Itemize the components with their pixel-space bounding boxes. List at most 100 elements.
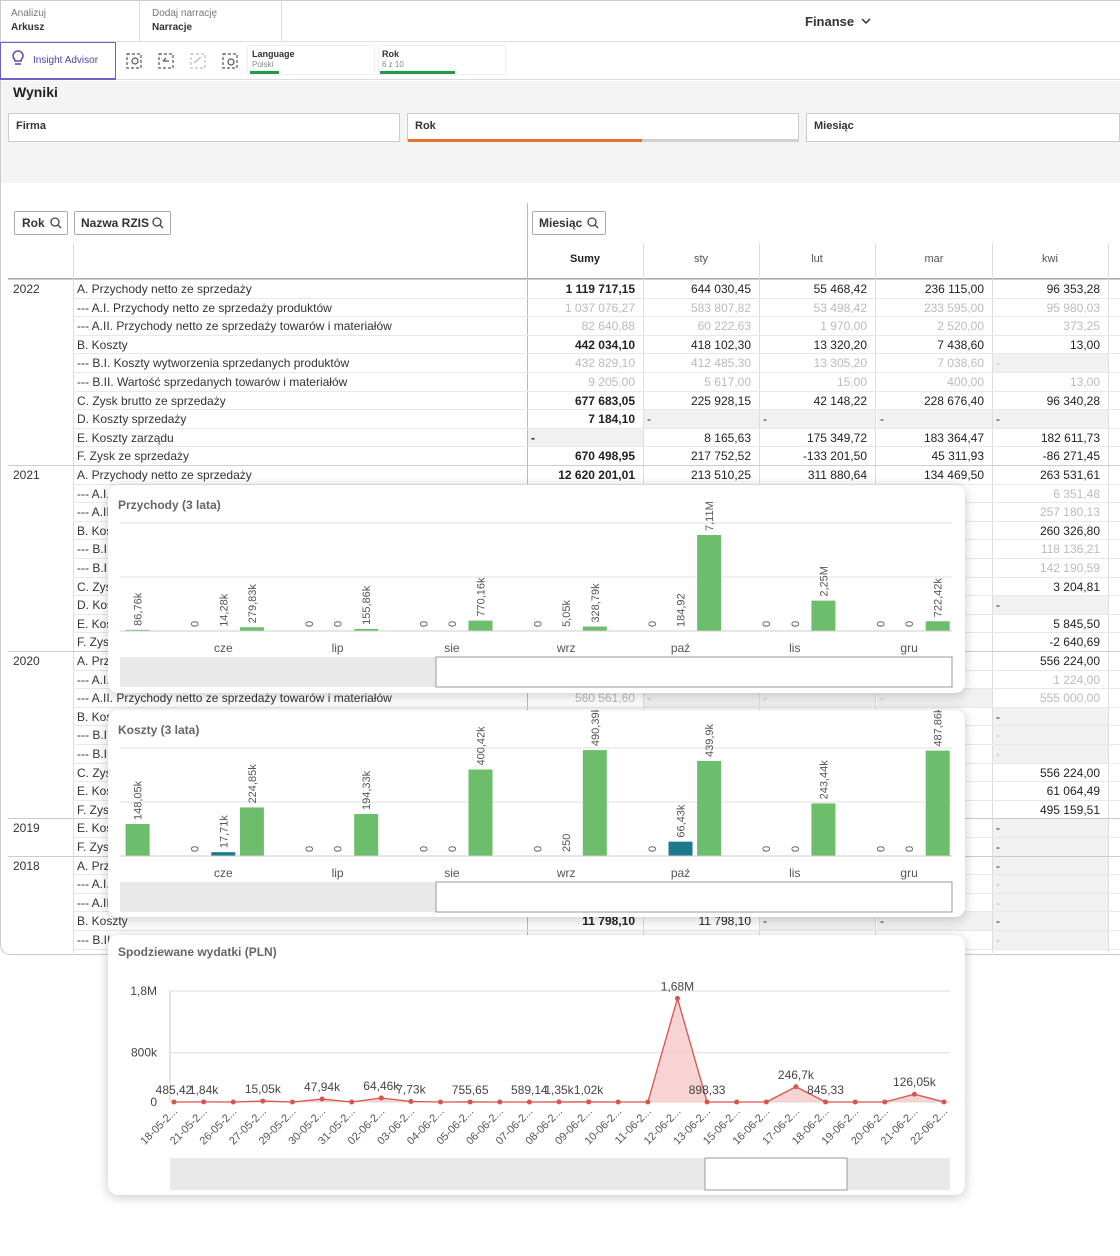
table-cell: 183 364,47 bbox=[923, 430, 984, 445]
empty-cell bbox=[877, 689, 992, 707]
table-cell: 1 224,00 bbox=[1053, 672, 1100, 687]
row-name: B. Koszty bbox=[77, 337, 128, 352]
selection-field[interactable]: Rok bbox=[382, 49, 400, 59]
table-cell: 142 190,59 bbox=[1039, 561, 1100, 575]
chevron-icon[interactable] bbox=[860, 16, 872, 26]
table-cell: 42 148,22 bbox=[813, 393, 867, 408]
column-divider bbox=[73, 243, 74, 953]
data-label: 0 bbox=[333, 846, 345, 852]
navigator-window bbox=[435, 881, 953, 913]
table-cell: - bbox=[996, 858, 1000, 873]
data-label: 0 bbox=[418, 846, 430, 852]
table-cell: 260 326,80 bbox=[1039, 523, 1100, 538]
dimension-label[interactable]: Nazwa RZIS bbox=[81, 216, 150, 230]
empty-cell bbox=[644, 410, 759, 428]
plot: 148,05k 0 17,71k 224,85k 0 0 194,33k 0 0 400,42k 0… bbox=[125, 710, 950, 856]
point bbox=[586, 1099, 592, 1105]
tab-label[interactable]: Arkusz bbox=[11, 22, 45, 33]
selection-value[interactable]: Polski bbox=[252, 60, 274, 69]
bar bbox=[668, 841, 693, 856]
row-name: A. Prz bbox=[77, 654, 110, 668]
table-cell: - bbox=[996, 840, 1000, 854]
table-cell: - bbox=[763, 412, 767, 427]
table-cell: -86 271,45 bbox=[1042, 449, 1100, 464]
table-cell: 560 561,60 bbox=[574, 691, 635, 706]
table-cell: - bbox=[996, 412, 1000, 427]
filter-label[interactable]: Rok bbox=[415, 120, 436, 132]
filter-box[interactable] bbox=[8, 113, 400, 142]
dimension-button[interactable] bbox=[532, 211, 606, 235]
row-divider bbox=[73, 706, 1120, 708]
row-divider bbox=[73, 390, 1120, 392]
selection-value[interactable]: 6 z 10 bbox=[382, 60, 404, 69]
selection-chip[interactable] bbox=[248, 46, 374, 74]
filter-label[interactable]: Firma bbox=[16, 120, 46, 132]
table-cell: - bbox=[880, 914, 884, 929]
tab-action[interactable]: Analizuj bbox=[11, 8, 47, 19]
filter-box[interactable] bbox=[407, 113, 799, 142]
selection-chip[interactable] bbox=[379, 46, 505, 74]
data-label: 14,28k bbox=[218, 593, 230, 627]
data-label: 0 bbox=[647, 621, 659, 627]
year-divider bbox=[8, 279, 1120, 280]
row-name: E. Kos bbox=[77, 784, 113, 799]
table-cell: -2 640,69 bbox=[1049, 635, 1100, 650]
data-label: 1,35k bbox=[544, 1083, 574, 1097]
data-label: 194,33k bbox=[361, 770, 373, 810]
row-name: E. Kos bbox=[77, 821, 113, 836]
search-icons bbox=[50, 217, 599, 229]
dimension-button[interactable] bbox=[14, 211, 68, 235]
bar bbox=[468, 769, 493, 856]
bar bbox=[354, 628, 379, 631]
dimension-button[interactable] bbox=[74, 211, 171, 235]
header-divider bbox=[8, 278, 1120, 279]
tab-action[interactable]: Dodaj narrację bbox=[152, 8, 218, 19]
x-tick-label: lis bbox=[789, 866, 800, 880]
data-label: 7,73k bbox=[396, 1083, 426, 1097]
empty-cell bbox=[993, 893, 1108, 912]
chart-title: Koszty (3 lata) bbox=[118, 723, 199, 737]
column-header: kwi bbox=[1042, 253, 1058, 265]
table-cell: 677 683,05 bbox=[574, 393, 635, 408]
point bbox=[526, 1099, 532, 1105]
bar bbox=[582, 626, 607, 631]
row-divider bbox=[73, 297, 1120, 299]
plot: 86,76k 0 14,28k 279,83k 0 0 155,86k 0 0 770,16k 0 5… bbox=[125, 501, 950, 631]
data-label: 0 bbox=[190, 621, 202, 627]
selection-bar bbox=[250, 71, 279, 74]
table-cell: 13,00 bbox=[1069, 375, 1100, 389]
dimension-label[interactable]: Miesiąc bbox=[539, 216, 583, 230]
row-name: F. Zys bbox=[77, 802, 109, 817]
table-cell: 442 034,10 bbox=[574, 337, 635, 352]
insight-advisor-label[interactable]: Insight Advisor bbox=[33, 55, 99, 66]
tab-label[interactable]: Narracje bbox=[152, 22, 193, 33]
data-label: 0 bbox=[533, 846, 545, 852]
table-cell: -133 201,50 bbox=[802, 449, 867, 464]
dimension-label[interactable]: Rok bbox=[22, 216, 45, 230]
table-cell: 118 136,21 bbox=[1040, 542, 1100, 557]
data-label: 224,85k bbox=[247, 764, 259, 804]
row-name: A. Przychody netto ze sprzedaży bbox=[77, 468, 252, 482]
chart: Spodziewane wydatki (PLN)0800k1,8M18-05-… bbox=[118, 945, 950, 1191]
table-cell: 7 038,60 bbox=[937, 356, 984, 371]
insight-advisor-button[interactable] bbox=[0, 42, 116, 80]
table-cell: 13,00 bbox=[1069, 337, 1100, 352]
data-label: 490,39k bbox=[590, 710, 602, 746]
bar bbox=[697, 535, 722, 631]
table-cell: 213 510,25 bbox=[690, 468, 751, 482]
chart-card: Spodziewane wydatki (PLN) 0 800k 1,8M 18-05-… bbox=[108, 935, 965, 1195]
app-title[interactable]: Finanse bbox=[805, 14, 855, 29]
table-cell: - bbox=[996, 895, 1000, 910]
point bbox=[201, 1099, 207, 1105]
navigator-window bbox=[704, 1157, 848, 1191]
bar bbox=[125, 824, 150, 856]
table-cell: 1 119 717,15 bbox=[565, 282, 635, 296]
filter-box[interactable] bbox=[806, 113, 1120, 142]
table-cell: 55 468,42 bbox=[813, 282, 867, 296]
point bbox=[319, 1096, 325, 1102]
selection-field[interactable]: Language bbox=[252, 49, 295, 59]
empty-cell bbox=[528, 428, 643, 447]
data-label: 15,05k bbox=[245, 1082, 282, 1096]
filter-label[interactable]: Miesiąc bbox=[814, 120, 854, 132]
data-label: 0 bbox=[876, 846, 888, 852]
